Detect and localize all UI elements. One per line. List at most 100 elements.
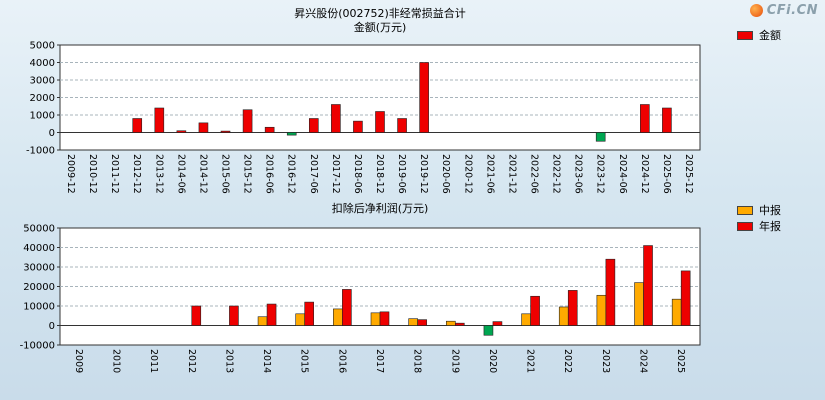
legend-swatch-interim: [737, 205, 753, 215]
x-tick-label: 2013: [223, 349, 234, 373]
x-tick-label: 2017-06: [308, 154, 319, 194]
x-tick-label: 2016-06: [264, 154, 275, 194]
bar-年报-2014: [266, 303, 277, 326]
legend-label-interim: 中报: [759, 204, 781, 217]
bar-中报-2014: [257, 316, 268, 326]
x-tick-label: 2014-06: [175, 154, 186, 194]
y-tick-label: 40000: [23, 243, 55, 254]
x-tick-label: 2025-12: [683, 154, 694, 194]
x-tick-label: 2020-12: [462, 154, 473, 194]
legend-label-amount: 金额: [759, 29, 781, 42]
cfi-logo-icon: [749, 4, 763, 17]
y-tick-label: 2000: [30, 93, 55, 104]
x-tick-label: 2011-12: [109, 154, 120, 194]
x-tick-label: 2010-12: [87, 154, 98, 194]
bar-年报-2022: [567, 290, 578, 326]
x-tick-label: 2019: [449, 349, 460, 373]
bar-中报-2018: [408, 318, 418, 326]
x-tick-label: 2020-06: [440, 154, 451, 194]
x-tick-label: 2022: [562, 349, 573, 373]
x-tick-label: 2015-06: [220, 154, 231, 194]
legend-swatch-annual: [737, 221, 753, 231]
bar-金额-2012-12: [132, 118, 143, 133]
bar-年报-2025: [680, 270, 691, 326]
top-chart-subtitle: 金额(万元): [353, 21, 407, 34]
top-chart-legend: 金额: [737, 27, 781, 43]
x-tick-label: 2025-06: [661, 154, 672, 194]
legend-label-annual: 年报: [759, 220, 781, 233]
x-tick-label: 2024: [638, 349, 649, 373]
legend-swatch-amount: [737, 30, 753, 40]
bar-金额-2025-06: [662, 107, 672, 133]
bar-年报-2012: [191, 305, 202, 326]
bar-中报-2021: [521, 313, 531, 326]
x-tick-label: 2022-12: [551, 154, 562, 194]
bar-年报-2020: [492, 321, 503, 326]
x-tick-label: 2015-12: [242, 154, 253, 194]
x-tick-label: 2019-06: [396, 154, 407, 194]
y-tick-label: 50000: [23, 224, 55, 235]
y-tick-label: -10000: [20, 341, 55, 352]
x-tick-label: 2018: [412, 349, 423, 373]
bar-金额-2016-06: [264, 126, 275, 133]
bar-金额-2019-06: [397, 118, 407, 133]
y-tick-label: 3000: [30, 76, 55, 87]
x-tick-label: 2020: [487, 349, 498, 373]
bar-中报-2022: [558, 306, 569, 326]
x-tick-label: 2012-12: [131, 154, 142, 194]
bar-中报-2020: [483, 325, 494, 336]
x-tick-label: 2011: [148, 349, 159, 373]
bar-中报-2023: [596, 294, 607, 326]
x-tick-label: 2009-12: [65, 154, 76, 194]
bar-金额-2018-12: [375, 111, 385, 133]
x-tick-label: 2010: [110, 349, 121, 373]
x-tick-label: 2021-12: [506, 154, 517, 194]
x-tick-label: 2023: [600, 349, 611, 373]
top-chart-title: 昇兴股份(002752)非经常损益合计: [294, 7, 466, 20]
bar-年报-2018: [417, 319, 427, 326]
y-tick-label: 0: [49, 128, 55, 139]
bar-中报-2016: [333, 308, 343, 326]
x-tick-label: 2019-12: [418, 154, 429, 194]
bar-年报-2023: [605, 258, 616, 326]
y-tick-label: 5000: [30, 41, 55, 52]
bar-中报-2015: [295, 313, 306, 326]
bar-金额-2016-12: [286, 132, 297, 136]
x-tick-label: 2021-06: [484, 154, 495, 194]
bar-金额-2013-12: [154, 107, 165, 133]
y-tick-label: 10000: [23, 302, 55, 313]
x-tick-label: 2013-12: [153, 154, 164, 194]
bottom-chart-legend-annual: 年报: [737, 218, 781, 234]
y-tick-label: -1000: [26, 146, 55, 157]
x-tick-label: 2017-12: [330, 154, 341, 194]
bar-金额-2014-06: [176, 130, 187, 133]
bar-中报-2025: [671, 298, 682, 326]
x-tick-label: 2016-12: [286, 154, 297, 194]
bar-金额-2014-12: [198, 122, 209, 133]
bar-年报-2017: [379, 311, 390, 326]
x-tick-label: 2022-06: [528, 154, 539, 194]
x-tick-label: 2016: [336, 349, 347, 373]
x-tick-label: 2023-06: [573, 154, 584, 194]
x-tick-label: 2021: [525, 349, 536, 373]
bar-中报-2024: [634, 282, 644, 326]
bar-年报-2019: [454, 322, 465, 326]
x-tick-label: 2018-12: [374, 154, 385, 194]
bottom-chart-title: 扣除后净利润(万元): [331, 202, 429, 215]
bar-金额-2017-06: [308, 118, 319, 133]
bar-年报-2015: [304, 301, 315, 326]
x-tick-label: 2012: [186, 349, 197, 373]
bar-年报-2021: [530, 295, 540, 326]
x-tick-label: 2015: [299, 349, 310, 373]
bar-年报-2013: [229, 305, 239, 326]
y-tick-label: 1000: [30, 111, 55, 122]
x-tick-label: 2014-12: [197, 154, 208, 194]
bar-金额-2015-06: [220, 130, 231, 133]
x-tick-label: 2024-12: [639, 154, 650, 194]
y-tick-label: 20000: [23, 282, 55, 293]
x-tick-label: 2024-06: [617, 154, 628, 194]
bar-金额-2015-12: [242, 109, 253, 133]
x-tick-label: 2009: [73, 349, 84, 373]
bottom-chart-legend-interim: 中报: [737, 202, 781, 218]
